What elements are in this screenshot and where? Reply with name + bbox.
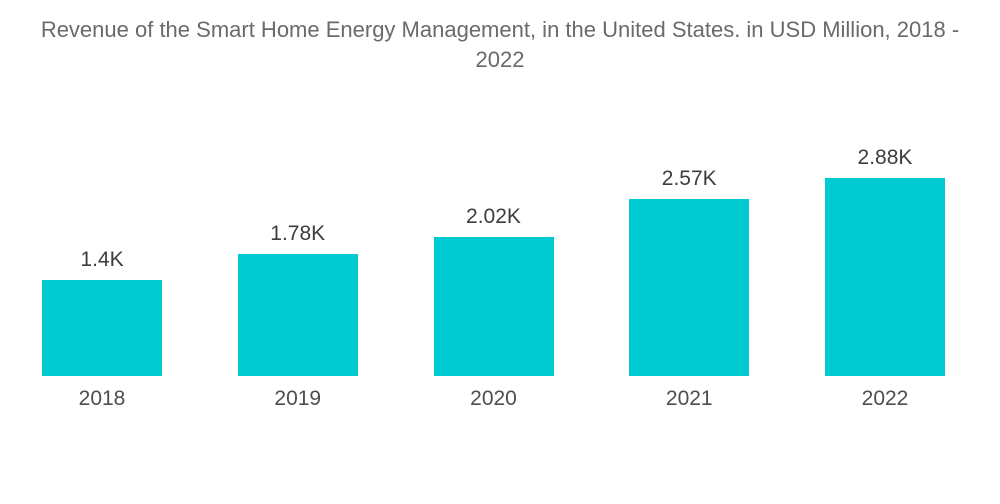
bar-group-2022: 2.88K 2022: [825, 101, 945, 411]
bar-2019: [237, 254, 358, 376]
bar-2021: [629, 199, 750, 376]
category-label: 2022: [861, 387, 909, 410]
bar-group-2021: 2.57K 2021: [629, 101, 750, 411]
value-label: 2.57K: [661, 167, 717, 190]
category-label: 2019: [274, 387, 322, 410]
chart-title: Revenue of the Smart Home Energy Managem…: [0, 0, 1000, 75]
value-label: 1.78K: [270, 222, 326, 245]
bar-group-2018: 1.4K 2018: [42, 101, 162, 411]
chart-title-line-1: Revenue of the Smart Home Energy Managem…: [40, 17, 960, 42]
chart-title-line-2: 2022: [475, 47, 525, 72]
category-label: 2021: [665, 387, 713, 410]
category-label: 2018: [78, 387, 126, 410]
bar-2022: [825, 178, 945, 376]
value-label: 2.88K: [857, 146, 913, 169]
value-label: 1.4K: [80, 248, 124, 271]
value-label: 2.02K: [466, 205, 521, 228]
bar-group-2019: 1.78K 2019: [237, 101, 358, 411]
bar-2018: [42, 280, 162, 376]
category-label: 2020: [470, 387, 517, 410]
bar-2020: [433, 237, 554, 376]
bar-chart-plot-area: 1.4K 2018 1.78K 2019 2.02K 2020 2.57K 20…: [0, 101, 1000, 411]
bar-group-2020: 2.02K 2020: [433, 101, 554, 411]
